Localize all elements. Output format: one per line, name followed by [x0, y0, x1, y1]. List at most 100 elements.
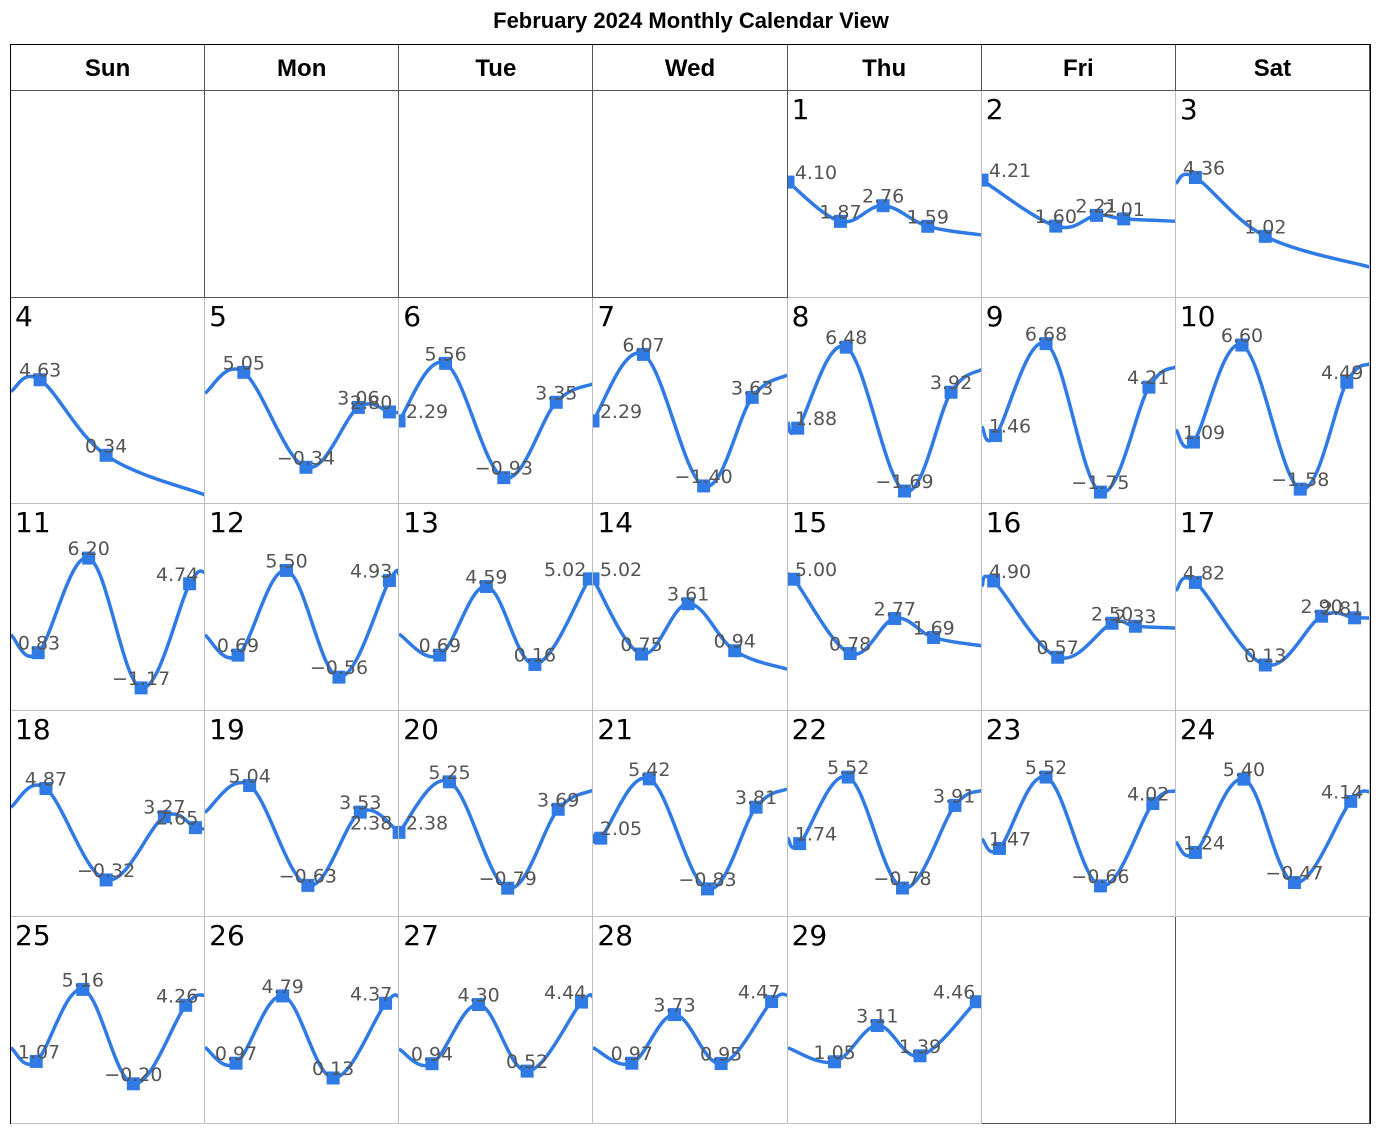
day-chart: 5.00 0.782.771.69 [787, 559, 981, 661]
data-label: 4.02 [1127, 783, 1169, 805]
data-label: 0.94 [714, 631, 756, 653]
data-point [913, 1049, 927, 1063]
data-point [1128, 619, 1142, 633]
data-label: 0.69 [419, 635, 461, 657]
data-point [765, 995, 779, 1009]
day-chart: 4.63 0.34 [11, 359, 205, 496]
day-chart: 4.90 0.57 2.502.33 [981, 561, 1175, 664]
data-label: 5.42 [629, 758, 671, 780]
data-point [887, 611, 901, 625]
data-point [299, 460, 313, 474]
data-point [237, 365, 251, 379]
day-chart: 0.69 5.50 −0.56 4.93 [205, 550, 399, 684]
data-label: 5.50 [266, 550, 308, 572]
data-point [1237, 772, 1251, 786]
data-label: −0.47 [1265, 862, 1323, 884]
data-label: 2.29 [600, 400, 642, 422]
data-label: 1.39 [898, 1036, 940, 1058]
empty-cell [593, 91, 788, 298]
data-label: 2.05 [600, 818, 642, 840]
data-point [981, 173, 989, 187]
day-chart: 1.47 5.52 −0.66 4.02 [981, 757, 1175, 892]
data-label: 1.05 [813, 1042, 855, 1064]
data-point [986, 574, 1000, 588]
data-label: 0.97 [215, 1043, 257, 1065]
data-point [594, 831, 608, 845]
data-point [593, 572, 600, 586]
data-point [39, 781, 53, 795]
data-point [944, 385, 958, 399]
empty-cell [1175, 917, 1370, 1124]
data-point [551, 802, 565, 816]
data-label: 1.47 [989, 828, 1031, 850]
data-point [29, 1054, 43, 1068]
day-chart: 5.04 −0.63 3.532.38 [205, 765, 399, 892]
data-point [988, 428, 1002, 442]
day-number: 21 [597, 712, 634, 746]
weekday-header-sun: Sun [11, 45, 206, 91]
day-number: 14 [597, 506, 634, 539]
data-point [682, 597, 696, 611]
data-label: 4.21 [1127, 367, 1169, 389]
data-point [352, 400, 366, 414]
data-point [439, 356, 453, 370]
data-label: 0.75 [621, 634, 663, 656]
data-point [179, 998, 193, 1012]
day-number: 28 [597, 919, 634, 952]
data-point [425, 1057, 439, 1071]
data-point [1050, 650, 1064, 664]
data-label: 2.38 [406, 812, 448, 834]
data-label: 3.92 [929, 372, 971, 394]
day-cell-11: 11 0.83 6.20 −1.17 4.74 [11, 504, 206, 711]
data-point [231, 648, 245, 662]
data-label: 0.13 [312, 1058, 354, 1080]
data-point [1340, 375, 1354, 389]
data-point [99, 448, 113, 462]
data-label: 4.47 [738, 982, 780, 1004]
data-label: 1.24 [1183, 832, 1225, 854]
day-cell-25: 25 1.07 5.16 −0.20 4.26 [11, 917, 206, 1124]
data-point [1089, 208, 1103, 222]
data-label: 3.91 [933, 785, 975, 807]
data-point [839, 340, 853, 354]
data-label: 1.87 [819, 201, 861, 223]
data-point [443, 774, 457, 788]
data-point [668, 1008, 682, 1022]
data-label: −1.40 [675, 465, 733, 487]
day-cell-14: 14 5.02 0.75 3.61 0.94 [593, 504, 788, 711]
day-cell-23: 23 1.47 5.52 −0.66 4.02 [981, 710, 1176, 917]
data-point [99, 872, 113, 886]
data-point [76, 982, 90, 996]
data-label: −0.63 [279, 865, 337, 887]
data-label: 4.14 [1321, 781, 1363, 803]
data-label: −0.20 [104, 1064, 162, 1086]
data-point [326, 1071, 340, 1085]
data-label: 3.69 [537, 789, 579, 811]
data-label: 4.36 [1183, 157, 1225, 179]
data-label: 1.07 [18, 1041, 60, 1063]
day-number: 16 [985, 506, 1022, 539]
empty-cell [205, 91, 400, 298]
day-chart: 0.83 6.20 −1.17 4.74 [11, 538, 205, 695]
data-label: 0.97 [611, 1043, 653, 1065]
data-label: 2.38 [350, 812, 392, 834]
data-point [1235, 338, 1249, 352]
data-label: 4.82 [1183, 562, 1225, 584]
day-chart: 1.74 5.52 −0.78 3.91 [787, 757, 981, 895]
day-number: 18 [15, 712, 51, 746]
data-label: 2.77 [873, 598, 915, 620]
data-point [301, 878, 315, 892]
data-label: 5.25 [429, 761, 471, 783]
data-label: 3.11 [856, 1006, 898, 1028]
day-number: 24 [1179, 712, 1216, 746]
data-point [948, 798, 962, 812]
data-label: 1.59 [906, 206, 948, 228]
data-label: 3.27 [143, 796, 185, 818]
data-label: 2.33 [1114, 606, 1156, 628]
data-label: 4.21 [989, 160, 1031, 182]
day-cell-5: 5 5.05 −0.34 3.06 2.80 [205, 297, 400, 504]
day-cell-19: 19 5.04 −0.63 3.53 2.38 [205, 710, 400, 917]
data-label: 4.90 [989, 561, 1031, 583]
data-label: 0.94 [411, 1044, 453, 1066]
day-number: 25 [15, 919, 51, 952]
